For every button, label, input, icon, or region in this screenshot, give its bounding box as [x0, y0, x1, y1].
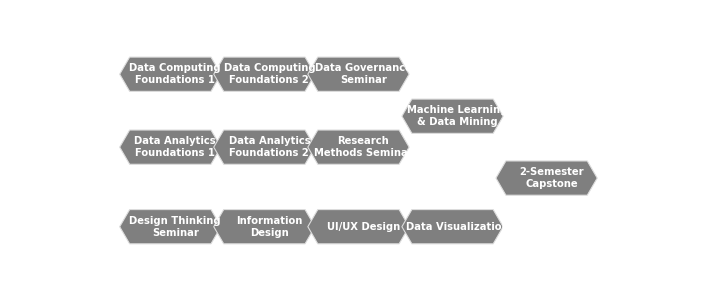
Text: Research
Methods Seminar: Research Methods Seminar	[314, 136, 413, 158]
Text: Data Analytics
Foundations 2: Data Analytics Foundations 2	[228, 136, 310, 158]
Text: Data Computing
Foundations 1: Data Computing Foundations 1	[129, 63, 221, 86]
Polygon shape	[308, 57, 409, 91]
Polygon shape	[213, 57, 315, 91]
Polygon shape	[402, 99, 503, 133]
Polygon shape	[213, 130, 315, 164]
Text: Design Thinking
Seminar: Design Thinking Seminar	[129, 216, 221, 238]
Polygon shape	[120, 57, 221, 91]
Text: Data Computing
Foundations 2: Data Computing Foundations 2	[223, 63, 315, 86]
Text: UI/UX Design: UI/UX Design	[327, 222, 400, 232]
Text: Data Analytics
Foundations 1: Data Analytics Foundations 1	[134, 136, 216, 158]
Polygon shape	[120, 130, 221, 164]
Polygon shape	[496, 161, 597, 195]
Text: Data Visualization: Data Visualization	[406, 222, 509, 232]
Text: Machine Learning
& Data Mining: Machine Learning & Data Mining	[407, 105, 508, 127]
Text: Information
Design: Information Design	[236, 216, 303, 238]
Text: Data Governance
Seminar: Data Governance Seminar	[315, 63, 412, 86]
Polygon shape	[120, 210, 221, 244]
Polygon shape	[213, 210, 315, 244]
Polygon shape	[308, 210, 409, 244]
Polygon shape	[402, 210, 503, 244]
Text: 2-Semester
Capstone: 2-Semester Capstone	[519, 167, 584, 189]
Polygon shape	[308, 130, 409, 164]
